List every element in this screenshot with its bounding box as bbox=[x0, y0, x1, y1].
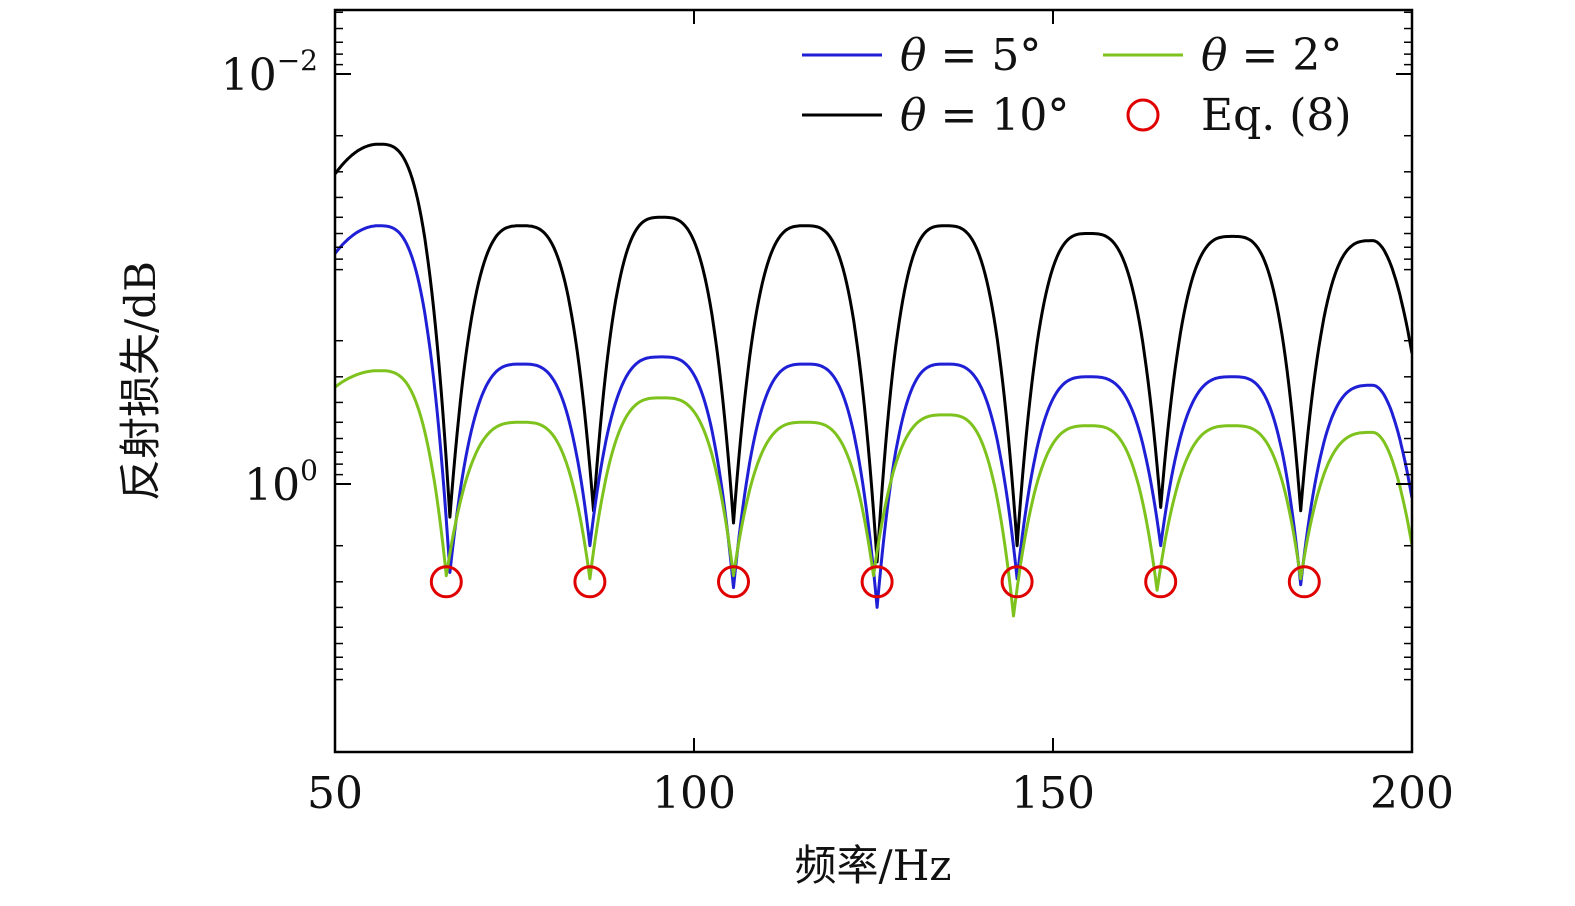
legend-item-0: θ = 5° bbox=[802, 30, 1041, 81]
series-line-2 bbox=[335, 369, 1412, 618]
y-tick-label-0: 10−2 bbox=[221, 44, 318, 101]
eq8-marker-4 bbox=[1000, 565, 1034, 599]
eq8-marker-6 bbox=[1287, 565, 1321, 599]
eq8-marker-0 bbox=[429, 565, 463, 599]
legend-label-3: Eq. (8) bbox=[1201, 90, 1352, 141]
tick-labels: 50 100 150 200 10−2 100 bbox=[221, 44, 1454, 819]
y-tick-label-1: 100 bbox=[244, 454, 318, 511]
series-line-0 bbox=[335, 224, 1412, 609]
legend-item-2: θ = 10° bbox=[802, 90, 1069, 141]
legend-swatch-circle bbox=[1126, 98, 1160, 132]
legend-item-3: Eq. (8) bbox=[1126, 90, 1352, 141]
x-axis-title: 频率/Hz bbox=[795, 841, 952, 890]
series-line-1 bbox=[335, 142, 1412, 564]
x-tick-label-1: 100 bbox=[652, 768, 736, 819]
x-tick-label-3: 200 bbox=[1370, 768, 1454, 819]
series-layer bbox=[335, 142, 1412, 618]
legend-label-1: θ = 2° bbox=[1201, 30, 1342, 81]
x-tick-label-2: 150 bbox=[1011, 768, 1095, 819]
eq8-markers bbox=[429, 565, 1321, 599]
eq8-marker-1 bbox=[573, 565, 607, 599]
legend-label-0: θ = 5° bbox=[900, 30, 1041, 81]
axis-ticks bbox=[334, 10, 1413, 752]
eq8-marker-2 bbox=[717, 565, 750, 599]
legend-item-1: θ = 2° bbox=[1103, 30, 1342, 81]
legend-label-2: θ = 10° bbox=[900, 90, 1069, 141]
eq8-marker-3 bbox=[860, 565, 894, 599]
plot-frame bbox=[333, 8, 1414, 754]
legend: θ = 5° θ = 2° θ = 10° Eq. (8) bbox=[802, 30, 1352, 141]
x-tick-label-0: 50 bbox=[307, 768, 363, 819]
eq8-marker-5 bbox=[1144, 565, 1178, 599]
y-axis-title: 反射损失/dB bbox=[116, 261, 165, 501]
